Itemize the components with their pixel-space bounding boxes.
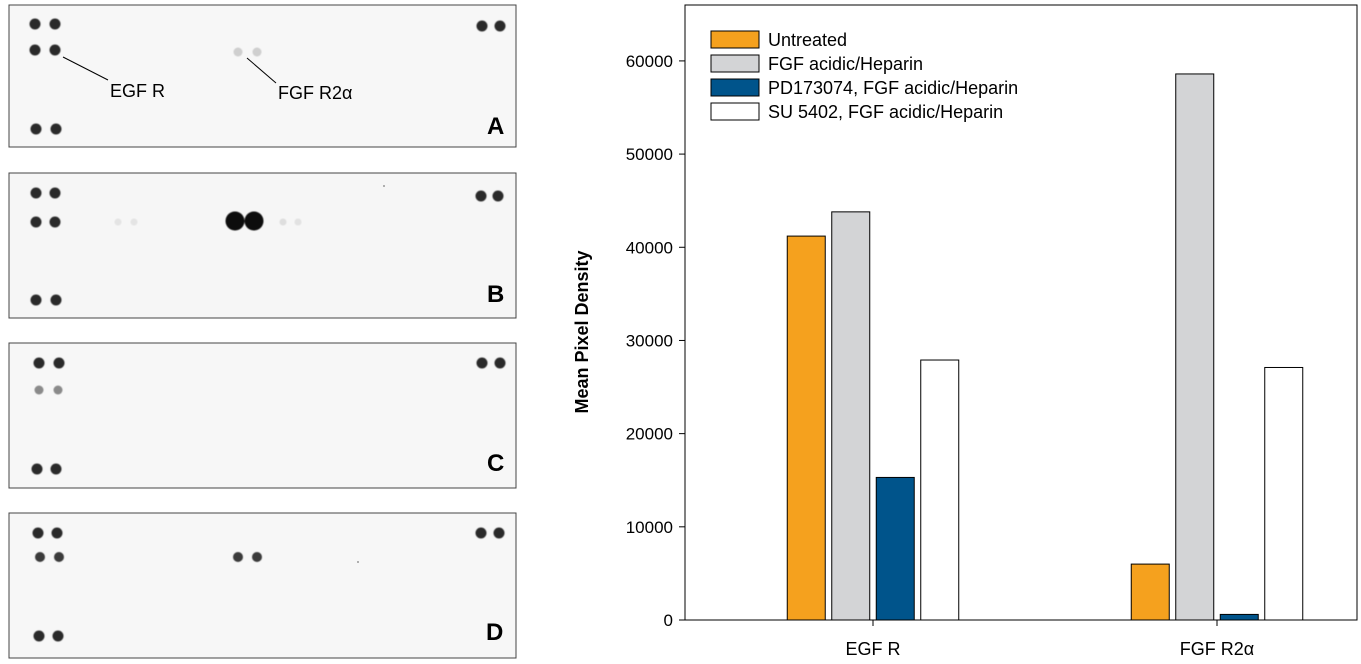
y-tick-label: 20000 <box>626 425 673 444</box>
chart-bars <box>786 73 1304 621</box>
panel-letter: A <box>487 113 504 140</box>
blot-panel-a: EGF R FGF R2α A <box>8 4 517 148</box>
bar-egf-r-series-3 <box>920 359 960 621</box>
y-tick-label: 30000 <box>626 331 673 350</box>
plot-frame <box>684 4 1358 621</box>
legend-swatch <box>710 78 760 97</box>
bar-chart: 0 10000 20000 30000 40000 50000 60000 EGF R FGF … <box>572 4 1358 659</box>
blot-panel-d: D <box>8 512 517 659</box>
y-tick-label: 10000 <box>626 518 673 537</box>
egf-r-annotation: EGF R <box>110 81 165 101</box>
legend-label: FGF acidic/Heparin <box>768 54 923 74</box>
blot-panel-c: C <box>8 342 517 489</box>
y-tick-label: 40000 <box>626 238 673 257</box>
bar-fgf-r2a-series-2 <box>1219 613 1259 621</box>
y-axis-label: Mean Pixel Density <box>572 250 592 413</box>
legend-swatch <box>710 30 760 49</box>
panel-letter: C <box>487 450 504 477</box>
bar-fgf-r2a-series-1 <box>1175 73 1215 621</box>
legend-label: PD173074, FGF acidic/Heparin <box>768 78 1018 98</box>
legend-label: SU 5402, FGF acidic/Heparin <box>768 102 1003 122</box>
bar-egf-r-series-1 <box>831 211 871 621</box>
y-tick-label: 50000 <box>626 145 673 164</box>
bar-egf-r-series-0 <box>786 235 826 621</box>
blot-panels: EGF R FGF R2α A B C <box>8 4 517 659</box>
panel-letter: D <box>486 619 503 646</box>
fgf-r2a-annotation: FGF R2α <box>278 83 352 103</box>
y-tick-label: 60000 <box>626 52 673 71</box>
chart-axes: 0 10000 20000 30000 40000 50000 60000 EGF R FGF … <box>626 4 1358 659</box>
legend-label: Untreated <box>768 30 847 50</box>
chart-legend: Untreated FGF acidic/Heparin PD173074, FGF… <box>710 30 1018 122</box>
panel-letter: B <box>487 281 504 308</box>
bar-fgf-r2a-series-3 <box>1264 366 1304 621</box>
y-tick-label: 0 <box>664 611 673 630</box>
blot-panel-b: B <box>8 172 517 319</box>
x-tick-label: EGF R <box>845 639 900 659</box>
legend-swatch <box>710 102 760 121</box>
x-tick-label: FGF R2α <box>1180 639 1254 659</box>
fgf-r2a-pointer <box>246 57 277 84</box>
legend-swatch <box>710 54 760 73</box>
egf-r-pointer <box>62 56 109 81</box>
bar-fgf-r2a-series-0 <box>1130 563 1170 621</box>
bar-egf-r-series-2 <box>875 476 915 621</box>
